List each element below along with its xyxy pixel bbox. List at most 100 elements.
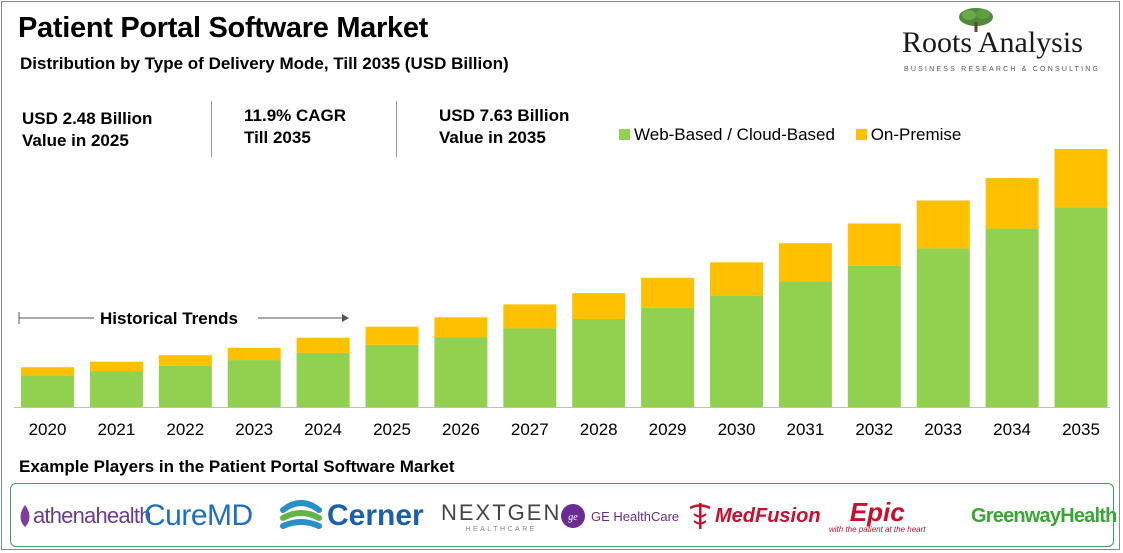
x-tick-label: 2032: [855, 420, 893, 439]
roots-analysis-logo: Roots Analysis BUSINESS RESEARCH & CONSU…: [896, 6, 1111, 76]
player-greenwayhealth-name: GreenwayHealth: [971, 504, 1117, 527]
chart-legend: Web-Based / Cloud-Based On-Premise: [619, 125, 977, 145]
x-tick-label: 2020: [29, 420, 67, 439]
stat-value-2025: USD 2.48 Billion Value in 2025: [22, 108, 152, 152]
x-tick-label: 2027: [511, 420, 549, 439]
cerner-swoosh-icon: [280, 500, 322, 529]
legend-item-cloud: Web-Based / Cloud-Based: [619, 125, 835, 145]
player-athenahealth: athenahealth: [17, 484, 151, 548]
bar-cloud-2033: [916, 248, 970, 407]
stat-divider: [211, 101, 212, 157]
bar-onpremise-2022: [158, 355, 212, 366]
player-nextgen-sub: HEALTHCARE: [465, 525, 537, 533]
x-tick-label: 2034: [993, 420, 1031, 439]
bar-onpremise-2026: [434, 317, 488, 337]
bar-cloud-2025: [365, 344, 419, 407]
player-ge-healthcare-name: GE HealthCare: [591, 508, 680, 524]
bar-onpremise-2033: [916, 200, 970, 249]
bar-cloud-2034: [985, 228, 1039, 407]
bar-cloud-2024: [296, 352, 350, 407]
caduceus-icon: [689, 503, 711, 529]
bar-cloud-2026: [434, 337, 488, 407]
bar-cloud-2021: [89, 371, 143, 407]
player-ge-healthcare: ge GE HealthCare: [560, 484, 679, 548]
legend-swatch-cloud: [619, 129, 630, 141]
bar-cloud-2027: [503, 328, 557, 407]
bar-onpremise-2023: [227, 347, 281, 361]
bar-cloud-2035: [1054, 207, 1108, 407]
player-epic-name: Epic: [849, 496, 905, 527]
bar-onpremise-2035: [1054, 149, 1108, 208]
athenahealth-leaf-icon: [20, 505, 30, 527]
logo-name: Roots Analysis: [902, 26, 1083, 59]
bar-cloud-2032: [847, 265, 901, 407]
x-tick-label: 2033: [924, 420, 962, 439]
bar-onpremise-2028: [572, 293, 626, 319]
ge-monogram-icon: ge: [561, 504, 585, 528]
x-tick-label: 2025: [373, 420, 411, 439]
x-tick-label: 2023: [235, 420, 273, 439]
bar-onpremise-2024: [296, 337, 350, 353]
player-epic-tagline: with the patient at the heart: [829, 524, 926, 534]
player-nextgen-name: NEXTGEN: [441, 499, 562, 525]
bar-cloud-2020: [21, 375, 74, 407]
stat-cagr-label: Till 2035: [244, 128, 311, 147]
stat-value-2035-label: Value in 2035: [439, 128, 546, 147]
x-tick-label: 2029: [649, 420, 687, 439]
legend-label-onpremise: On-Premise: [870, 125, 962, 144]
players-title: Example Players in the Patient Portal So…: [19, 457, 455, 476]
stat-divider: [396, 101, 397, 157]
bar-chart: 2020 2021 2022 2023 2024 2025 2026 2027 2028 2029…: [14, 149, 1110, 439]
legend-item-onpremise: On-Premise: [855, 125, 962, 145]
bar-onpremise-2030: [710, 262, 763, 296]
tree-icon: [959, 8, 993, 32]
x-tick-label: 2026: [442, 420, 480, 439]
x-tick-label: 2031: [786, 420, 824, 439]
player-medfusion-name: MedFusion: [715, 504, 821, 527]
historical-arrowhead: [342, 314, 349, 322]
player-greenwayhealth: GreenwayHealth: [971, 484, 1117, 548]
bar-cloud-2030: [710, 295, 763, 407]
bar-onpremise-2027: [503, 304, 557, 329]
bar-cloud-2028: [572, 318, 626, 407]
x-tick-label: 2030: [718, 420, 756, 439]
bar-onpremise-2020: [21, 367, 74, 376]
stat-value-2035: USD 7.63 Billion Value in 2035: [439, 105, 569, 149]
stat-value-2025-amount: USD 2.48 Billion: [22, 109, 153, 128]
stat-cagr: 11.9% CAGR Till 2035: [244, 105, 346, 149]
player-cerner: Cerner: [279, 484, 424, 548]
logo-tagline: BUSINESS RESEARCH & CONSULTING: [904, 66, 1101, 73]
bar-onpremise-2031: [778, 243, 832, 282]
chart-title: Patient Portal Software Market: [18, 12, 428, 44]
x-tick-label: 2028: [580, 420, 618, 439]
bar-cloud-2029: [641, 307, 695, 407]
player-athenahealth-name: athenahealth: [33, 503, 151, 528]
stat-cagr-amount: 11.9% CAGR: [244, 106, 347, 125]
bar-onpremise-2021: [89, 361, 143, 372]
historical-trends-label: Historical Trends: [100, 309, 238, 328]
bar-onpremise-2032: [847, 223, 901, 266]
x-tick-label: 2035: [1062, 420, 1100, 439]
svg-text:ge: ge: [568, 512, 578, 523]
bar-cloud-2023: [227, 360, 281, 407]
bar-cloud-2022: [158, 365, 212, 407]
bar-onpremise-2029: [641, 277, 695, 308]
player-medfusion: MedFusion: [687, 484, 821, 548]
chart-subtitle: Distribution by Type of Delivery Mode, T…: [20, 54, 509, 73]
stat-value-2025-label: Value in 2025: [22, 131, 129, 150]
bar-onpremise-2034: [985, 178, 1039, 229]
players-box: athenahealth CureMD Cerner NEXTGEN HEALT…: [10, 483, 1117, 548]
player-cerner-name: Cerner: [327, 499, 424, 532]
x-tick-label: 2022: [166, 420, 204, 439]
player-epic: Epic with the patient at the heart: [829, 484, 926, 548]
bar-onpremise-2025: [365, 326, 419, 345]
bar-cloud-2031: [778, 281, 832, 407]
player-curemd: CureMD: [144, 484, 253, 548]
stat-value-2035-amount: USD 7.63 Billion: [439, 106, 570, 125]
x-tick-label: 2024: [304, 420, 342, 439]
x-tick-label: 2021: [97, 420, 135, 439]
player-curemd-name: CureMD: [144, 499, 253, 532]
legend-swatch-onpremise: [855, 129, 867, 141]
player-nextgen: NEXTGEN HEALTHCARE: [441, 484, 561, 548]
